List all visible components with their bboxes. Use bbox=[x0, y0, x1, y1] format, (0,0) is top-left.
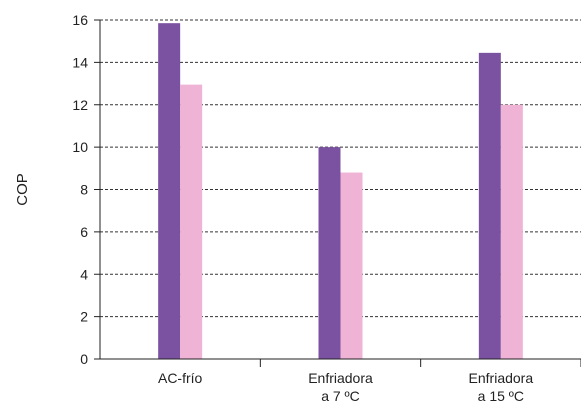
y-tick-label: 12 bbox=[72, 97, 88, 113]
y-tick-label: 4 bbox=[80, 266, 88, 282]
y-tick-label: 0 bbox=[80, 351, 88, 367]
x-category-label: AC-frío bbox=[158, 370, 203, 386]
x-category-label: Enfriadora a 7 ºC bbox=[308, 370, 373, 404]
y-axis-ticks: 0 2 4 6 8 10 12 14 16 bbox=[72, 12, 100, 367]
bar bbox=[478, 52, 501, 359]
bar bbox=[340, 172, 363, 359]
bar bbox=[180, 84, 203, 359]
x-axis-ticks: AC-frío Enfriadora a 7 ºC Enfriadora a 15 ºC bbox=[158, 359, 581, 404]
y-tick-label: 14 bbox=[72, 54, 88, 70]
x-category-label: Enfriadora a 15 ºC bbox=[469, 370, 534, 404]
y-tick-label: 10 bbox=[72, 139, 88, 155]
y-tick-label: 16 bbox=[72, 12, 88, 28]
y-tick-label: 8 bbox=[80, 182, 88, 198]
bar bbox=[158, 23, 181, 359]
bar bbox=[500, 104, 523, 359]
y-tick-label: 6 bbox=[80, 224, 88, 240]
bars bbox=[158, 23, 523, 359]
y-axis-label: COP bbox=[14, 173, 31, 206]
bar bbox=[318, 147, 341, 359]
y-tick-label: 2 bbox=[80, 309, 88, 325]
